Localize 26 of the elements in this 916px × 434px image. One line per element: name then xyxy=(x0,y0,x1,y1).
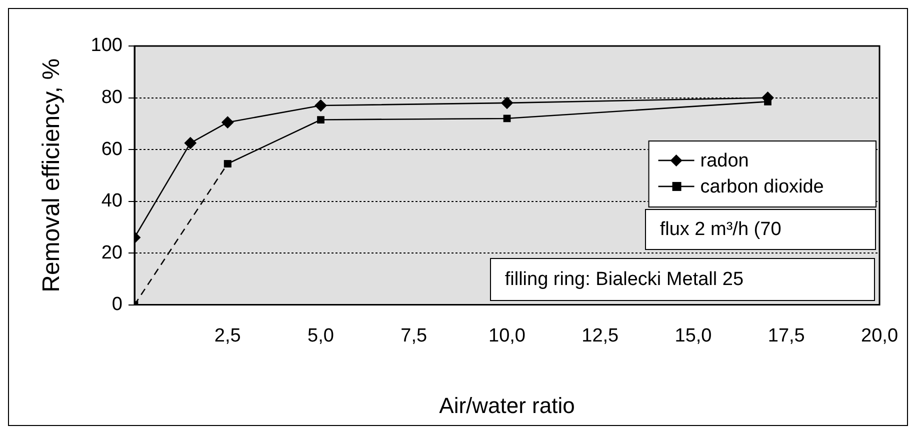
y-axis-title: Removal efficiency, % xyxy=(38,58,66,292)
x-axis-title: Air/water ratio xyxy=(439,392,575,418)
point xyxy=(184,137,196,150)
y-tick-label: 100 xyxy=(90,35,122,56)
point xyxy=(503,114,511,122)
point xyxy=(314,100,327,112)
x-tick-label: 15,0 xyxy=(674,325,712,346)
point xyxy=(317,116,324,124)
x-tick-label: 17,5 xyxy=(768,325,805,346)
x-tick-label: 20,0 xyxy=(861,325,898,346)
note-box: filling ring: Bialecki Metall 25 xyxy=(490,258,876,301)
point xyxy=(501,96,514,109)
x-tick-label: 7,5 xyxy=(400,325,428,346)
y-tick-label: 0 xyxy=(112,294,122,316)
note-box: flux 2 m³/h (70 xyxy=(644,209,876,250)
y-tick-label: 80 xyxy=(101,86,122,108)
y-tick-label: 60 xyxy=(101,138,122,160)
point xyxy=(222,116,234,128)
x-tick-label: 2,5 xyxy=(214,325,241,346)
x-tick-label: 5,0 xyxy=(308,325,334,346)
legend-label: carbon dioxide xyxy=(700,176,824,198)
y-tick-label: 40 xyxy=(101,190,122,212)
x-tick-label: 12,5 xyxy=(582,325,619,346)
y-tick-label: 20 xyxy=(101,242,122,264)
x-tick-label: 10,0 xyxy=(488,325,526,346)
legend-label: radon xyxy=(700,150,749,172)
